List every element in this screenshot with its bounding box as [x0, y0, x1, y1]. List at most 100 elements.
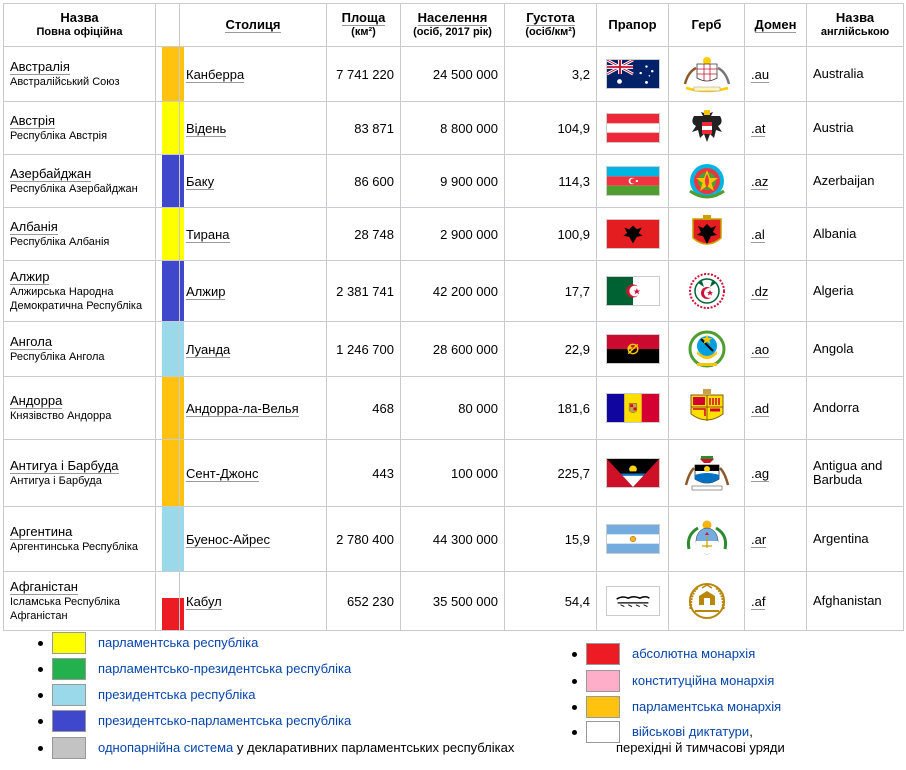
- flag-cell: [596, 571, 669, 631]
- population-cell: 100 000: [400, 439, 505, 507]
- country-name-link[interactable]: Австрія: [10, 113, 56, 129]
- country-name-cell: Австрія Республіка Австрія: [3, 101, 156, 155]
- argentina-coat-of-arms[interactable]: [680, 519, 734, 559]
- capital-link[interactable]: Баку: [186, 173, 215, 190]
- header-density[interactable]: Густота (осіб/км²): [504, 3, 597, 47]
- domain-link[interactable]: .au: [751, 66, 770, 83]
- capital-cell: Алжир: [179, 260, 327, 322]
- capital-link[interactable]: Сент-Джонс: [186, 465, 259, 482]
- domain-link[interactable]: .ad: [751, 400, 770, 417]
- antigua-flag[interactable]: [605, 458, 660, 488]
- capital-link[interactable]: Кабул: [186, 593, 222, 610]
- country-name-link[interactable]: Азербайджан: [10, 166, 92, 182]
- government-color-bar: [162, 261, 184, 321]
- domain-link[interactable]: .ar: [751, 531, 767, 548]
- header-coat-label: Герб: [691, 17, 722, 32]
- capital-link[interactable]: Алжир: [186, 283, 226, 300]
- country-name-link[interactable]: Андорра: [10, 393, 63, 409]
- legend-link[interactable]: конституційна монархія: [632, 673, 775, 688]
- algeria-flag[interactable]: [605, 276, 660, 306]
- table-row: Австралія Австралійський Союз Канберра 7 74…: [3, 46, 904, 102]
- country-name-link[interactable]: Алжир: [10, 269, 50, 285]
- country-full-name: Республіка Австрія: [10, 130, 108, 142]
- country-name-link[interactable]: Аргентина: [10, 524, 73, 540]
- legend-link[interactable]: однопарнійна система: [98, 740, 234, 755]
- capital-link[interactable]: Андорра-ла-Велья: [186, 400, 299, 417]
- andorra-flag[interactable]: [605, 393, 660, 423]
- domain-link[interactable]: .ao: [751, 341, 770, 358]
- population-cell: 2 900 000: [400, 207, 505, 261]
- domain-link[interactable]: .af: [751, 593, 766, 610]
- australia-coat-of-arms[interactable]: [680, 54, 734, 94]
- antigua-coat-of-arms[interactable]: [680, 453, 734, 493]
- country-name-link[interactable]: Австралія: [10, 59, 70, 75]
- area-cell: 28 748: [326, 207, 401, 261]
- header-name[interactable]: Назва Повна офіційна: [3, 3, 156, 47]
- header-capital[interactable]: Столиця: [179, 3, 327, 47]
- density-cell: 225,7: [504, 439, 597, 507]
- legend-text: однопарнійна система у декларативних пар…: [98, 740, 514, 755]
- azerbaijan-flag[interactable]: [605, 166, 660, 196]
- country-full-name: Алжирська Народна Демократична Республік…: [10, 286, 143, 312]
- english-name-cell: Argentina: [806, 506, 904, 572]
- population-cell: 8 800 000: [400, 101, 505, 155]
- header-area[interactable]: Площа (км²): [326, 3, 401, 47]
- legend-text: парламентська республіка: [98, 635, 258, 650]
- country-name-link[interactable]: Антигуа і Барбуда: [10, 458, 119, 474]
- australia-flag[interactable]: [605, 59, 660, 89]
- header-density-label: Густота: [526, 10, 575, 26]
- country-name-link[interactable]: Ангола: [10, 334, 53, 350]
- domain-link[interactable]: .al: [751, 226, 765, 243]
- header-name-label: Назва: [60, 10, 99, 25]
- austria-flag[interactable]: [605, 113, 660, 143]
- flag-cell: [596, 321, 669, 377]
- austria-coat-of-arms[interactable]: [680, 108, 734, 148]
- domain-link[interactable]: .at: [751, 120, 766, 137]
- country-full-name: Республіка Азербайджан: [10, 183, 138, 195]
- capital-link[interactable]: Тирана: [186, 226, 230, 243]
- country-name-link[interactable]: Афганістан: [10, 579, 78, 595]
- legend-text: абсолютна монархія: [632, 646, 755, 661]
- area-cell: 86 600: [326, 154, 401, 208]
- density-cell: 100,9: [504, 207, 597, 261]
- government-color-bar: [162, 208, 184, 260]
- andorra-coat-of-arms[interactable]: [680, 388, 734, 428]
- header-domain[interactable]: Домен: [744, 3, 807, 47]
- domain-link[interactable]: .dz: [751, 283, 769, 300]
- legend-link[interactable]: парламентсько-президентська республіка: [98, 661, 352, 676]
- header-area-label: Площа: [341, 10, 386, 26]
- angola-flag[interactable]: [605, 334, 660, 364]
- flag-cell: [596, 506, 669, 572]
- country-full-name: Ісламська Республіка Афганістан: [10, 596, 121, 622]
- albania-flag[interactable]: [605, 219, 660, 249]
- capital-link[interactable]: Відень: [186, 120, 227, 137]
- capital-link[interactable]: Луанда: [186, 341, 231, 358]
- country-full-name: Аргентинська Республіка: [10, 541, 139, 553]
- domain-link[interactable]: .ag: [751, 465, 770, 482]
- coat-cell: [668, 154, 745, 208]
- header-population[interactable]: Населення (осіб, 2017 рік): [400, 3, 505, 47]
- legend-link[interactable]: парламентська монархія: [632, 699, 782, 714]
- argentina-flag[interactable]: [605, 524, 660, 554]
- legend-link[interactable]: президентська республіка: [98, 687, 256, 702]
- population-cell: 35 500 000: [400, 571, 505, 631]
- country-name-link[interactable]: Албанія: [10, 219, 58, 235]
- coat-cell: [668, 376, 745, 440]
- azerbaijan-coat-of-arms[interactable]: [680, 161, 734, 201]
- afghanistan-flag[interactable]: [605, 586, 660, 616]
- header-density-sub: (осіб/км²): [525, 26, 576, 38]
- domain-link[interactable]: .az: [751, 173, 769, 190]
- angola-coat-of-arms[interactable]: [680, 329, 734, 369]
- legend-swatch: [586, 643, 620, 665]
- algeria-coat-of-arms[interactable]: [680, 271, 734, 311]
- afghanistan-coat-of-arms[interactable]: [680, 581, 734, 621]
- legend-link[interactable]: президентсько-парламентська республіка: [98, 713, 352, 728]
- capital-link[interactable]: Буенос-Айрес: [186, 531, 270, 548]
- capital-cell: Відень: [179, 101, 327, 155]
- legend-link[interactable]: абсолютна монархія: [632, 646, 756, 661]
- population-cell: 80 000: [400, 376, 505, 440]
- capital-link[interactable]: Канберра: [186, 66, 245, 83]
- albania-coat-of-arms[interactable]: [680, 214, 734, 254]
- legend-link[interactable]: парламентська республіка: [98, 635, 259, 650]
- legend-link[interactable]: військові диктатури: [632, 724, 750, 739]
